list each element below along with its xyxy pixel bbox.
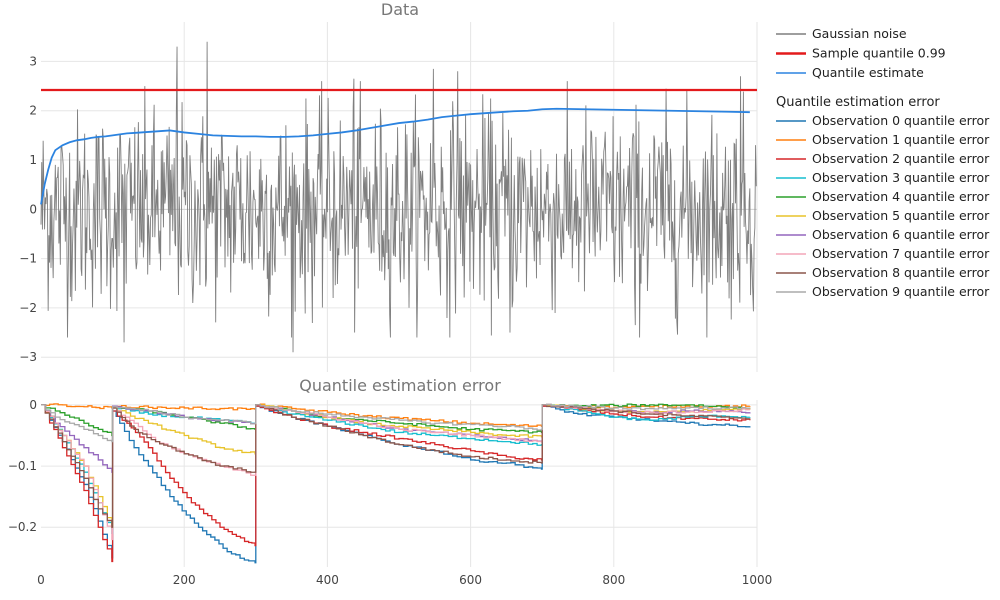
legend-item[interactable]: Sample quantile 0.99 bbox=[776, 46, 946, 61]
error-plot-y-ticks: 0 −0.1 −0.2 bbox=[8, 398, 37, 534]
legend-label: Observation 9 quantile error bbox=[812, 284, 990, 299]
legend-item[interactable]: Observation 8 quantile error bbox=[776, 265, 990, 280]
error-plot-series bbox=[41, 403, 751, 564]
data-plot-y-tick-label: 2 bbox=[29, 104, 37, 118]
legend-label: Gaussian noise bbox=[812, 26, 907, 41]
error-plot-y-tick-label: 0 bbox=[29, 398, 37, 412]
legend-item[interactable]: Observation 9 quantile error bbox=[776, 284, 990, 299]
error-plot-x-tick-label: 200 bbox=[173, 573, 196, 587]
series-gaussian-noise bbox=[40, 41, 757, 353]
legend-item[interactable]: Observation 6 quantile error bbox=[776, 227, 990, 242]
data-plot-title: Data bbox=[381, 0, 419, 19]
legend-label: Observation 5 quantile error bbox=[812, 208, 990, 223]
legend-label: Observation 3 quantile error bbox=[812, 170, 990, 185]
series-observation-8-error bbox=[41, 404, 751, 528]
series-quantile-estimate bbox=[40, 107, 750, 205]
error-plot-x-tick-label: 600 bbox=[459, 573, 482, 587]
legend-item[interactable]: Observation 3 quantile error bbox=[776, 170, 990, 185]
error-plot-x-tick-label: 1000 bbox=[742, 573, 773, 587]
series-observation-3-error bbox=[41, 404, 751, 535]
data-plot-y-tick-label: −3 bbox=[19, 350, 37, 364]
error-plot-y-tick-label: −0.2 bbox=[8, 520, 37, 534]
data-plot: −3 −2 −1 0 1 2 3 Data bbox=[19, 0, 758, 372]
legend-main-entries: Gaussian noise Sample quantile 0.99 Quanti… bbox=[776, 26, 946, 80]
legend: Gaussian noise Sample quantile 0.99 Quanti… bbox=[776, 26, 990, 299]
error-plot-x-ticks: 0 200 400 600 800 1000 bbox=[37, 573, 772, 587]
legend-item[interactable]: Gaussian noise bbox=[776, 26, 907, 41]
series-observation-9-error bbox=[41, 403, 751, 443]
legend-label: Observation 7 quantile error bbox=[812, 246, 990, 261]
legend-item[interactable]: Observation 4 quantile error bbox=[776, 189, 990, 204]
legend-label: Observation 8 quantile error bbox=[812, 265, 990, 280]
legend-label: Observation 2 quantile error bbox=[812, 151, 990, 166]
legend-label: Sample quantile 0.99 bbox=[812, 46, 946, 61]
error-plot: 0 200 400 600 800 1000 0 −0.1 −0.2 Quantile est… bbox=[8, 376, 772, 587]
data-plot-y-tick-label: 1 bbox=[29, 153, 37, 167]
legend-error-entries: Observation 0 quantile error Observation … bbox=[776, 113, 990, 299]
legend-group-title: Quantile estimation error bbox=[776, 95, 940, 110]
error-plot-title: Quantile estimation error bbox=[299, 376, 501, 395]
data-plot-y-tick-label: −1 bbox=[19, 252, 37, 266]
legend-label: Observation 1 quantile error bbox=[812, 132, 990, 147]
legend-label: Observation 6 quantile error bbox=[812, 227, 990, 242]
error-plot-x-tick-label: 800 bbox=[602, 573, 625, 587]
error-plot-x-tick-label: 0 bbox=[37, 573, 45, 587]
data-plot-y-tick-label: 0 bbox=[29, 202, 37, 216]
error-plot-y-tick-label: −0.1 bbox=[8, 459, 37, 473]
legend-item[interactable]: Observation 0 quantile error bbox=[776, 113, 990, 128]
error-plot-x-tick-label: 400 bbox=[316, 573, 339, 587]
legend-label: Observation 4 quantile error bbox=[812, 189, 990, 204]
series-observation-7-error bbox=[41, 403, 751, 541]
legend-item[interactable]: Observation 2 quantile error bbox=[776, 151, 990, 166]
data-plot-y-tick-label: 3 bbox=[29, 54, 37, 68]
series-observation-2-error bbox=[41, 404, 751, 563]
data-plot-y-tick-label: −2 bbox=[19, 301, 37, 315]
data-plot-series bbox=[40, 41, 757, 353]
legend-item[interactable]: Observation 5 quantile error bbox=[776, 208, 990, 223]
legend-label: Observation 0 quantile error bbox=[812, 113, 990, 128]
error-plot-gridlines bbox=[41, 400, 758, 567]
legend-label: Quantile estimate bbox=[812, 65, 924, 80]
data-plot-y-ticks: −3 −2 −1 0 1 2 3 bbox=[19, 54, 37, 364]
legend-item[interactable]: Quantile estimate bbox=[776, 65, 924, 80]
legend-item[interactable]: Observation 1 quantile error bbox=[776, 132, 990, 147]
legend-item[interactable]: Observation 7 quantile error bbox=[776, 246, 990, 261]
